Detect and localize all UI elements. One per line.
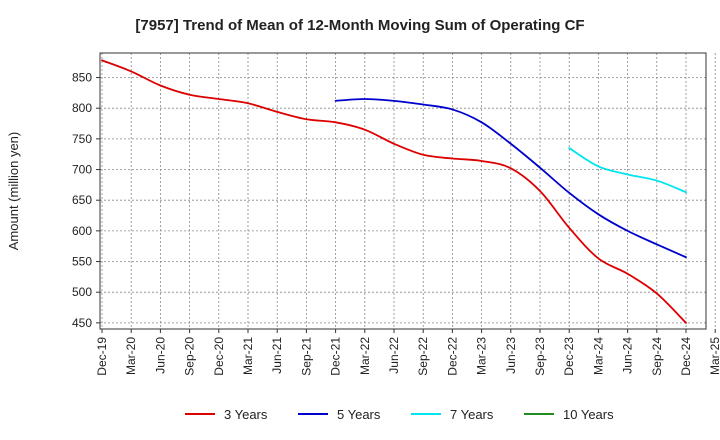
y-axis-label: Amount (million yen) xyxy=(6,132,21,251)
x-tick-label: Mar-24 xyxy=(591,337,605,375)
x-tick-label: Sep-21 xyxy=(299,337,313,376)
plot-area xyxy=(100,53,706,329)
x-tick-label: Dec-21 xyxy=(329,337,343,376)
x-tick-label: Jun-24 xyxy=(621,337,635,374)
y-tick-label: 850 xyxy=(72,71,92,85)
x-tick-label: Dec-20 xyxy=(212,337,226,376)
plot-frame xyxy=(99,52,707,330)
chart-title: [7957] Trend of Mean of 12-Month Moving … xyxy=(135,17,584,34)
x-tick-label: Mar-22 xyxy=(358,337,372,375)
y-tick-label: 450 xyxy=(72,316,92,330)
x-axis-ticks: Dec-19 Mar-20 Jun-20 Sep-20 Dec-20 Mar-21 Jun-… xyxy=(95,329,720,376)
y-tick-label: 700 xyxy=(72,163,92,177)
x-tick-label: Dec-19 xyxy=(95,337,109,376)
y-tick-label: 800 xyxy=(72,101,92,115)
series-line-3-years xyxy=(101,59,687,324)
series-line-7-years xyxy=(568,147,687,194)
y-axis-ticks: 450 500 550 600 650 700 750 800 850 xyxy=(72,71,100,330)
series-line-5-years xyxy=(334,98,687,259)
legend-label-5-years: 5 Years xyxy=(337,407,381,422)
x-tick-label: Jun-22 xyxy=(387,337,401,374)
x-tick-label: Sep-24 xyxy=(650,337,664,376)
y-tick-label: 500 xyxy=(72,285,92,299)
x-tick-label: Dec-24 xyxy=(679,337,693,376)
y-tick-label: 600 xyxy=(72,224,92,238)
x-tick-label: Mar-25 xyxy=(708,337,720,375)
x-tick-label: Dec-22 xyxy=(445,337,459,376)
x-tick-label: Mar-21 xyxy=(241,337,255,375)
series-lines xyxy=(101,59,687,324)
x-tick-label: Jun-20 xyxy=(153,337,167,374)
y-tick-label: 550 xyxy=(72,255,92,269)
y-tick-label: 750 xyxy=(72,132,92,146)
legend-label-3-years: 3 Years xyxy=(224,407,268,422)
x-tick-label: Mar-23 xyxy=(475,337,489,375)
x-tick-label: Jun-23 xyxy=(504,337,518,374)
x-tick-label: Sep-22 xyxy=(416,337,430,376)
x-tick-label: Sep-23 xyxy=(533,337,547,376)
x-tick-label: Mar-20 xyxy=(124,337,138,375)
x-tick-label: Dec-23 xyxy=(562,337,576,376)
legend-label-10-years: 10 Years xyxy=(563,407,614,422)
x-tick-label: Sep-20 xyxy=(183,337,197,376)
legend: 3 Years 5 Years 7 Years 10 Years xyxy=(185,407,614,422)
x-tick-label: Jun-21 xyxy=(270,337,284,374)
legend-label-7-years: 7 Years xyxy=(450,407,494,422)
y-tick-label: 650 xyxy=(72,193,92,207)
